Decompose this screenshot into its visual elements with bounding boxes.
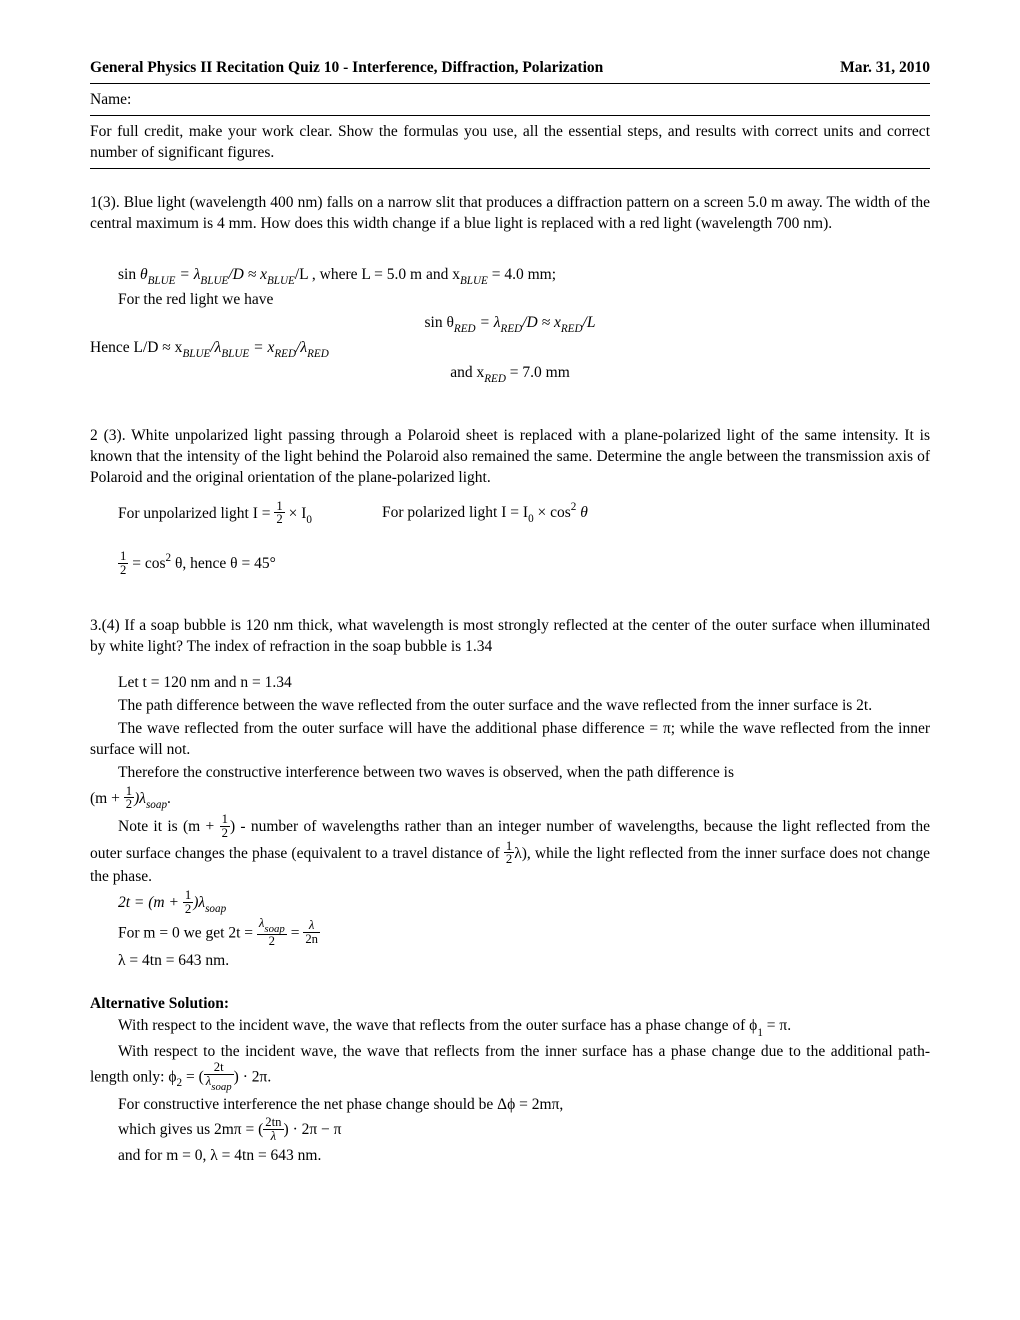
divider xyxy=(90,83,930,84)
q3-l2: The path difference between the wave ref… xyxy=(90,696,930,717)
q3-a3: For constructive interference the net ph… xyxy=(90,1095,930,1116)
header: General Physics II Recitation Quiz 10 - … xyxy=(90,58,930,79)
q2-equations: For unpolarized light I = 12 × I0 For po… xyxy=(118,501,930,527)
q3-l8: For m = 0 we get 2t = λsoap2 = λ2n xyxy=(118,919,930,949)
q3-l6: Note it is (m + 12) - number of waveleng… xyxy=(90,814,930,888)
alt-heading: Alternative Solution: xyxy=(90,994,930,1015)
course-title: General Physics II Recitation Quiz 10 - … xyxy=(90,58,603,79)
q1-prompt: 1(3). Blue light (wavelength 400 nm) fal… xyxy=(90,193,930,235)
q1-line2: For the red light we have xyxy=(90,290,930,311)
divider xyxy=(90,168,930,169)
q1-result: and xRED = 7.0 mm xyxy=(90,363,930,386)
q3-l4: Therefore the constructive interference … xyxy=(90,763,930,784)
q3-l3: The wave reflected from the outer surfac… xyxy=(90,719,930,761)
q3-l9: λ = 4tn = 643 nm. xyxy=(118,951,930,972)
q3-l5: (m + 12)λsoap. xyxy=(90,786,930,812)
q3-a1: With respect to the incident wave, the w… xyxy=(90,1016,930,1039)
q2-pol: For polarized light I = I0 × cos2 θ xyxy=(382,501,588,527)
q3-l1: Let t = 120 nm and n = 1.34 xyxy=(90,673,930,694)
divider xyxy=(90,115,930,116)
q2-prompt: 2 (3). White unpolarized light passing t… xyxy=(90,426,930,489)
q1-eq1: sin θBLUE = λBLUE/D ≈ xBLUE/L , where L … xyxy=(118,265,930,288)
q3-l7: 2t = (m + 12)λsoap xyxy=(118,890,930,916)
q1-hence: Hence L/D ≈ xBLUE/λBLUE = xRED/λRED xyxy=(90,338,930,361)
date: Mar. 31, 2010 xyxy=(840,58,930,79)
q2-unpol: For unpolarized light I = 12 × I0 xyxy=(118,501,312,527)
q1-eq-red: sin θRED = λRED/D ≈ xRED/L xyxy=(90,313,930,336)
q3-prompt: 3.(4) If a soap bubble is 120 nm thick, … xyxy=(90,616,930,658)
q2-conclusion: 12 = cos2 θ, hence θ = 45° xyxy=(118,551,930,577)
instructions: For full credit, make your work clear. S… xyxy=(90,122,930,164)
q3-a2: With respect to the incident wave, the w… xyxy=(90,1042,930,1093)
q3-a4: which gives us 2mπ = (2tnλ) · 2π − π xyxy=(118,1117,930,1143)
q3-a5: and for m = 0, λ = 4tn = 643 nm. xyxy=(118,1146,930,1167)
name-label: Name: xyxy=(90,90,930,111)
